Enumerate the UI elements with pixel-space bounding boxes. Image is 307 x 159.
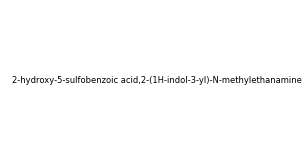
Text: 2-hydroxy-5-sulfobenzoic acid,2-(1H-indol-3-yl)-N-methylethanamine: 2-hydroxy-5-sulfobenzoic acid,2-(1H-indo… [12,76,302,85]
